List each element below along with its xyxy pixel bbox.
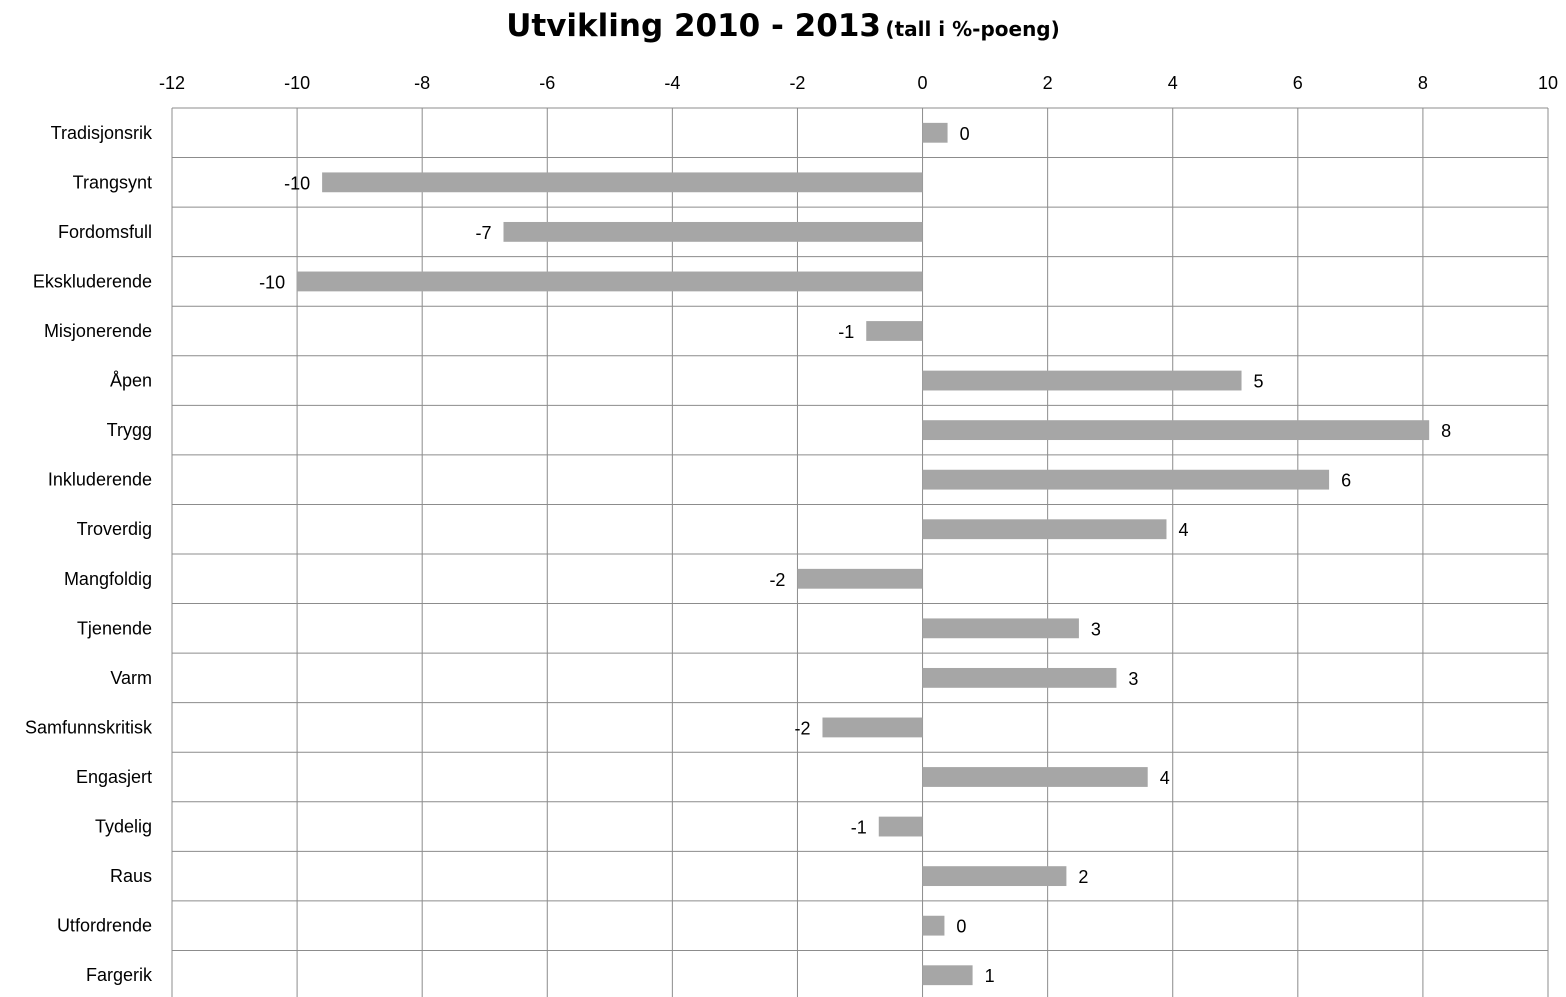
bar [922,667,1117,688]
data-label: 3 [1091,619,1101,639]
data-label: -10 [284,173,310,193]
bar [922,767,1148,787]
x-tick-label: -4 [664,73,680,93]
x-tick-label: 2 [1043,73,1053,93]
category-label: Ekskluderende [33,271,152,291]
x-tick-label: -2 [789,73,805,93]
data-label: 0 [960,124,970,144]
bar [922,866,1067,887]
category-label: Tjenende [77,618,152,638]
bar [322,172,923,193]
category-label: Inkluderende [48,470,152,490]
chart-subtitle: (tall i %-poeng) [885,17,1060,41]
bar [922,519,1167,540]
data-label: 2 [1078,867,1088,887]
category-label: Trangsynt [73,172,152,192]
bar [922,420,1430,441]
chart-title: Utvikling 2010 - 2013 (tall i %-poeng) [0,8,1566,44]
data-label: -10 [259,272,285,292]
bar [878,816,923,837]
x-tick-label: -12 [159,73,185,93]
data-label: 1 [985,966,995,986]
data-label: 3 [1128,669,1138,689]
category-label: Raus [110,866,152,886]
x-tick-label: 8 [1418,73,1428,93]
category-label: Troverdig [77,519,152,539]
category-label: Fordomsfull [58,222,152,242]
data-label: -2 [794,718,810,738]
data-label: 5 [1254,372,1264,392]
bar [922,965,973,986]
data-label: 4 [1160,768,1170,788]
bar [922,122,948,143]
data-label: -7 [475,223,491,243]
bar [866,321,923,341]
bar [822,717,923,738]
x-tick-label: -10 [284,73,310,93]
category-label: Samfunnskritisk [25,717,153,737]
category-label: Trygg [107,420,152,440]
bar [297,271,923,292]
x-tick-label: 0 [918,73,928,93]
category-label: Mangfoldig [64,569,152,589]
data-label: 6 [1341,471,1351,491]
category-label: Fargerik [86,965,153,985]
bar [797,568,923,589]
bar [922,618,1079,639]
x-tick-label: 4 [1168,73,1178,93]
data-label: 8 [1441,421,1451,441]
category-label: Varm [110,668,152,688]
data-label: 4 [1178,520,1188,540]
x-tick-label: 10 [1538,73,1558,93]
category-label: Utfordrende [57,916,152,936]
bar [503,221,923,242]
category-label: Tydelig [95,817,152,837]
bar [922,915,945,936]
data-label: 0 [956,917,966,937]
bar [922,370,1242,391]
category-label: Tradisjonsrik [51,123,153,143]
category-label: Engasjert [76,767,152,787]
bar [922,469,1330,490]
x-tick-label: -8 [414,73,430,93]
chart-title-main: Utvikling 2010 - 2013 [506,8,881,44]
x-tick-label: 6 [1293,73,1303,93]
data-label: -2 [769,570,785,590]
category-label: Åpen [110,371,152,391]
grid [171,107,1549,997]
x-tick-label: -6 [539,73,555,93]
category-label: Misjonerende [44,321,152,341]
data-label: -1 [838,322,854,342]
data-label: -1 [851,818,867,838]
